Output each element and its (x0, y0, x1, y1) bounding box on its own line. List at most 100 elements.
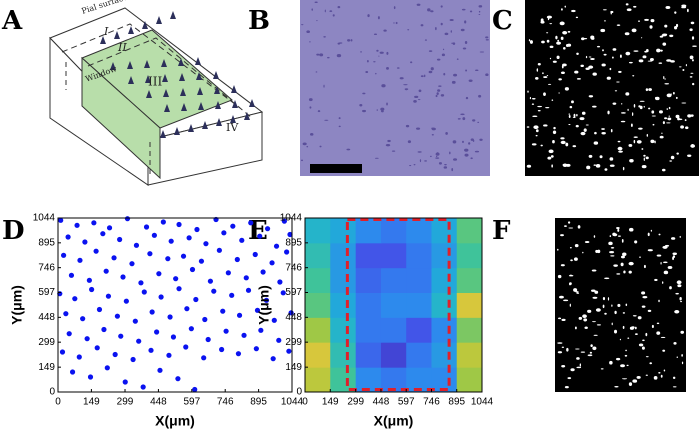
label: IV (226, 121, 239, 134)
point (165, 256, 171, 262)
point (84, 336, 90, 342)
speck (686, 8, 689, 13)
heat-cell (305, 242, 331, 269)
speck (620, 364, 625, 368)
speck (424, 39, 427, 41)
point (77, 257, 83, 263)
heat-cell (355, 242, 382, 269)
speck (675, 114, 680, 119)
speck (465, 69, 468, 72)
speck (660, 374, 663, 378)
window-side (81, 56, 161, 180)
speck (641, 346, 645, 350)
speck (652, 123, 655, 126)
cell (160, 130, 166, 138)
speck (637, 316, 642, 320)
point (156, 271, 162, 277)
speck (665, 5, 671, 9)
speck (606, 76, 611, 80)
speck (674, 310, 680, 314)
heat-cell (456, 267, 483, 293)
speck (567, 30, 571, 33)
speck (611, 304, 613, 307)
speck (413, 100, 417, 103)
speck (569, 303, 571, 307)
speck (386, 67, 389, 70)
point (158, 294, 164, 300)
speck (590, 35, 595, 40)
x-tick-label: 299 (347, 397, 364, 408)
heat-cell (355, 342, 382, 368)
y-tick-label: 1044 (33, 213, 56, 224)
point (236, 312, 243, 318)
heat-cell (305, 218, 331, 244)
speck (557, 274, 562, 279)
y-axis-label: Y(μm) (9, 285, 25, 325)
speck (626, 8, 632, 12)
speck (587, 309, 592, 313)
speck (658, 371, 661, 374)
speck (579, 117, 585, 121)
speck (661, 34, 667, 37)
speck (543, 124, 548, 127)
speck (659, 35, 664, 38)
texture (526, 3, 697, 172)
speck (692, 59, 694, 62)
speck (556, 55, 560, 60)
speck (431, 133, 434, 136)
speck (557, 342, 563, 344)
speck (438, 85, 442, 87)
speck (337, 42, 341, 45)
heat-cell (355, 267, 382, 293)
point (219, 346, 225, 353)
speck (535, 134, 538, 137)
point (180, 253, 187, 259)
point (239, 237, 245, 243)
speck (647, 309, 652, 312)
speck (557, 248, 559, 251)
speck (595, 308, 601, 312)
heat-cell (380, 242, 407, 269)
speck (604, 312, 607, 315)
speck (601, 128, 605, 130)
speck (563, 299, 569, 302)
speck (631, 112, 634, 116)
speck (618, 150, 623, 153)
speck (642, 339, 645, 342)
speck (641, 305, 646, 308)
speck (468, 142, 471, 145)
point (276, 337, 282, 343)
cell (128, 26, 134, 34)
speck (443, 166, 448, 169)
speck (628, 261, 634, 266)
binary-image (525, 0, 699, 176)
cell (216, 118, 222, 126)
speck (690, 21, 695, 25)
speck (591, 269, 597, 272)
speck (610, 129, 613, 133)
window-outline (345, 218, 451, 391)
speck (396, 67, 400, 69)
heat-cell (380, 342, 407, 368)
speck (609, 164, 615, 167)
speck (612, 102, 617, 105)
point (87, 374, 94, 380)
point (120, 274, 126, 280)
speck (689, 55, 694, 60)
speck (566, 347, 569, 352)
speck (661, 168, 666, 172)
speck (667, 117, 672, 121)
speck (656, 322, 660, 325)
speck (569, 282, 572, 286)
speck (596, 45, 601, 48)
speck (562, 63, 567, 67)
heat-cell (431, 218, 458, 244)
speck (543, 92, 546, 96)
speck (656, 254, 662, 257)
x-tick-label: 895 (250, 397, 267, 408)
speck (672, 376, 676, 380)
speck (621, 238, 624, 243)
speck (316, 53, 320, 56)
y-tick-label: 299 (38, 337, 55, 348)
point (114, 313, 120, 319)
